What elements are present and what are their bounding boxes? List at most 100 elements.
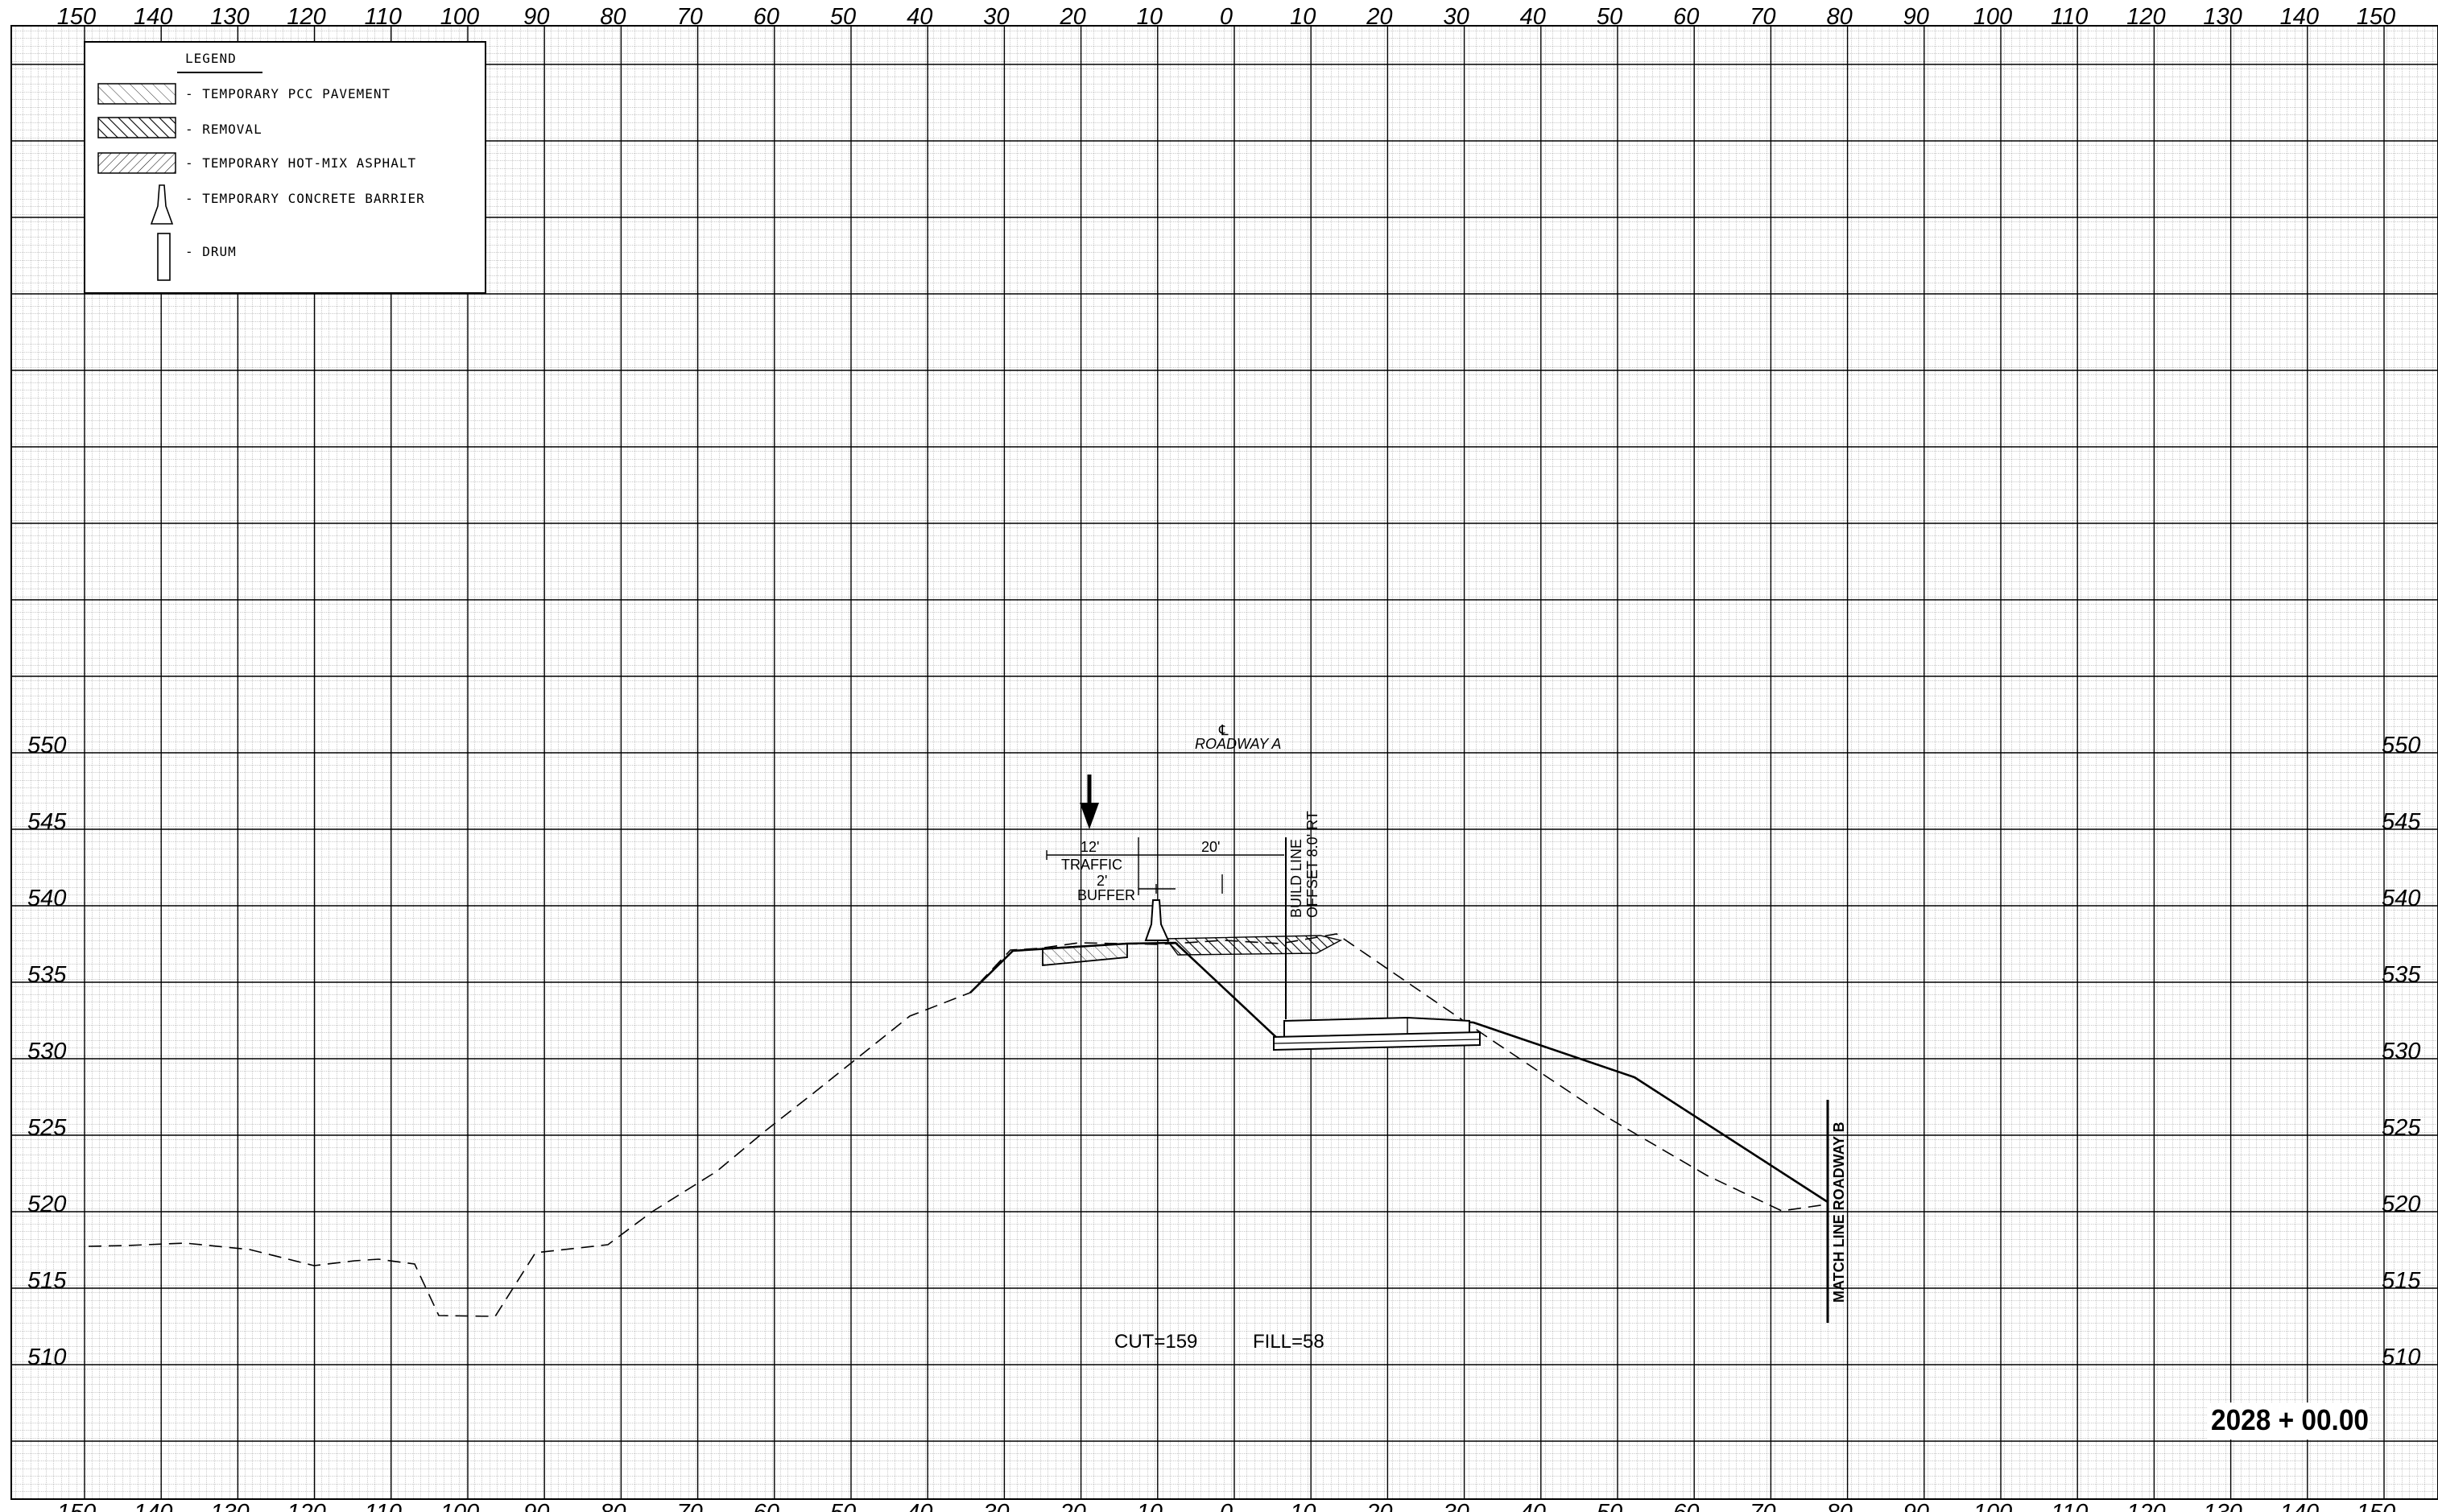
y-tick-right: 515	[2382, 1268, 2421, 1294]
x-tick-top: 30	[983, 4, 1009, 30]
x-tick-top: 10	[1290, 4, 1316, 30]
x-tick-bottom: 120	[287, 1500, 325, 1512]
y-tick-right: 525	[2382, 1115, 2421, 1141]
x-tick-top: 80	[1826, 4, 1852, 30]
x-tick-top: 80	[600, 4, 626, 30]
x-tick-bottom: 140	[134, 1500, 172, 1512]
x-tick-top: 70	[676, 4, 702, 30]
y-tick-left: 520	[27, 1192, 66, 1217]
dim-right-width: 20'	[1201, 839, 1220, 855]
y-tick-right: 545	[2382, 809, 2421, 835]
x-tick-bottom: 100	[1973, 1500, 2012, 1512]
x-tick-top: 120	[287, 4, 325, 30]
legend-title: LEGEND	[185, 51, 237, 66]
x-axis-top: 150 140 130 120 110 100 90 80 70 60 50 40 30 20 10 0 10 2…	[57, 4, 2395, 30]
hatch-light-icon	[97, 83, 176, 105]
legend: LEGEND - TEMPORARY PCC PAVEMENT - REMOVA…	[84, 41, 486, 294]
dim-traffic-label: TRAFFIC	[1061, 857, 1122, 873]
x-tick-bottom: 10	[1137, 1500, 1163, 1512]
x-tick-top: 40	[907, 4, 932, 30]
x-tick-top: 130	[210, 4, 249, 30]
existing-ground-line	[88, 933, 1827, 1317]
x-tick-bottom: 50	[830, 1500, 856, 1512]
x-tick-bottom: 60	[754, 1500, 779, 1512]
x-tick-top: 150	[2357, 4, 2395, 30]
y-tick-right: 540	[2382, 886, 2420, 911]
x-tick-bottom: 130	[210, 1500, 249, 1512]
x-tick-top: 40	[1520, 4, 1546, 30]
cut-volume: CUT=159	[1114, 1331, 1197, 1353]
x-tick-bottom: 20	[1366, 1500, 1392, 1512]
legend-label-hma: - TEMPORARY HOT-MIX ASPHALT	[185, 155, 416, 171]
barrier-icon	[150, 184, 174, 225]
match-line-label: MATCH LINE ROADWAY B	[1831, 1122, 1847, 1303]
x-tick-bottom: 80	[600, 1500, 626, 1512]
dim-buffer-width: 2'	[1097, 873, 1107, 889]
x-tick-bottom: 70	[1750, 1500, 1775, 1512]
x-tick-bottom: 150	[57, 1500, 96, 1512]
x-tick-top: 140	[2280, 4, 2319, 30]
x-tick-bottom: 150	[2357, 1500, 2395, 1512]
x-tick-top: 90	[523, 4, 549, 30]
x-tick-top: 110	[2051, 4, 2088, 30]
x-tick-top: 50	[830, 4, 856, 30]
x-tick-bottom: 120	[2126, 1500, 2165, 1512]
y-tick-left: 510	[27, 1345, 66, 1370]
hatch-back-icon	[97, 152, 176, 174]
x-tick-top: 130	[2203, 4, 2242, 30]
x-tick-bottom: 130	[2203, 1500, 2242, 1512]
y-tick-right: 535	[2382, 962, 2421, 988]
y-tick-right: 520	[2382, 1192, 2420, 1217]
x-tick-top: 150	[57, 4, 96, 30]
x-tick-bottom: 110	[2051, 1500, 2088, 1512]
x-tick-bottom: 30	[1443, 1500, 1469, 1512]
x-tick-top: 60	[1673, 4, 1699, 30]
x-tick-bottom: 30	[983, 1500, 1009, 1512]
x-tick-top: 50	[1597, 4, 1622, 30]
x-tick-bottom: 60	[1673, 1500, 1699, 1512]
y-tick-left: 525	[27, 1115, 67, 1141]
y-tick-right: 550	[2382, 733, 2420, 758]
centerline-symbol: ℄	[1218, 722, 1229, 738]
sheet-border	[10, 25, 2438, 1500]
x-tick-top: 70	[1750, 4, 1775, 30]
x-tick-top: 30	[1443, 4, 1469, 30]
y-tick-left: 515	[27, 1268, 67, 1294]
build-line-offset-label: OFFSET 8.0' RT	[1304, 811, 1320, 918]
x-tick-bottom: 10	[1290, 1500, 1316, 1512]
x-tick-bottom: 100	[440, 1500, 479, 1512]
legend-label-removal: - REMOVAL	[185, 122, 262, 137]
dimension-lines	[1046, 837, 1284, 895]
temporary-pcc-slab	[1042, 943, 1128, 966]
x-tick-top: 100	[440, 4, 479, 30]
x-tick-top: 60	[754, 4, 779, 30]
x-tick-top: 110	[365, 4, 402, 30]
station-label: 2028 + 00.00	[2211, 1403, 2369, 1436]
temporary-concrete-barrier	[1144, 899, 1170, 941]
legend-label-drum: - DRUM	[185, 244, 237, 259]
x-tick-bottom: 50	[1597, 1500, 1622, 1512]
x-tick-top: 20	[1059, 4, 1085, 30]
y-tick-right: 510	[2382, 1345, 2420, 1370]
x-tick-bottom: 90	[1903, 1500, 1929, 1512]
dim-traffic-width: 12'	[1081, 839, 1099, 855]
centerline-label: ROADWAY A	[1195, 736, 1281, 752]
x-tick-top: 0	[1220, 4, 1233, 30]
x-tick-bottom: 90	[523, 1500, 549, 1512]
hatch-heavy-icon	[97, 117, 176, 138]
y-tick-right: 530	[2382, 1039, 2420, 1064]
x-tick-top: 140	[134, 4, 172, 30]
x-tick-top: 20	[1366, 4, 1392, 30]
x-axis-bottom: 1501401301201101009080706050403020100102…	[57, 1500, 2395, 1512]
removal-area	[1164, 935, 1342, 956]
x-tick-top: 120	[2126, 4, 2165, 30]
x-tick-bottom: 0	[1220, 1500, 1233, 1512]
dim-buffer-label: BUFFER	[1077, 887, 1135, 903]
x-tick-top: 90	[1903, 4, 1929, 30]
build-line-label: BUILD LINE	[1288, 839, 1304, 918]
x-tick-bottom: 140	[2280, 1500, 2319, 1512]
x-tick-bottom: 40	[907, 1500, 932, 1512]
y-tick-left: 530	[27, 1039, 66, 1064]
x-tick-bottom: 70	[676, 1500, 702, 1512]
